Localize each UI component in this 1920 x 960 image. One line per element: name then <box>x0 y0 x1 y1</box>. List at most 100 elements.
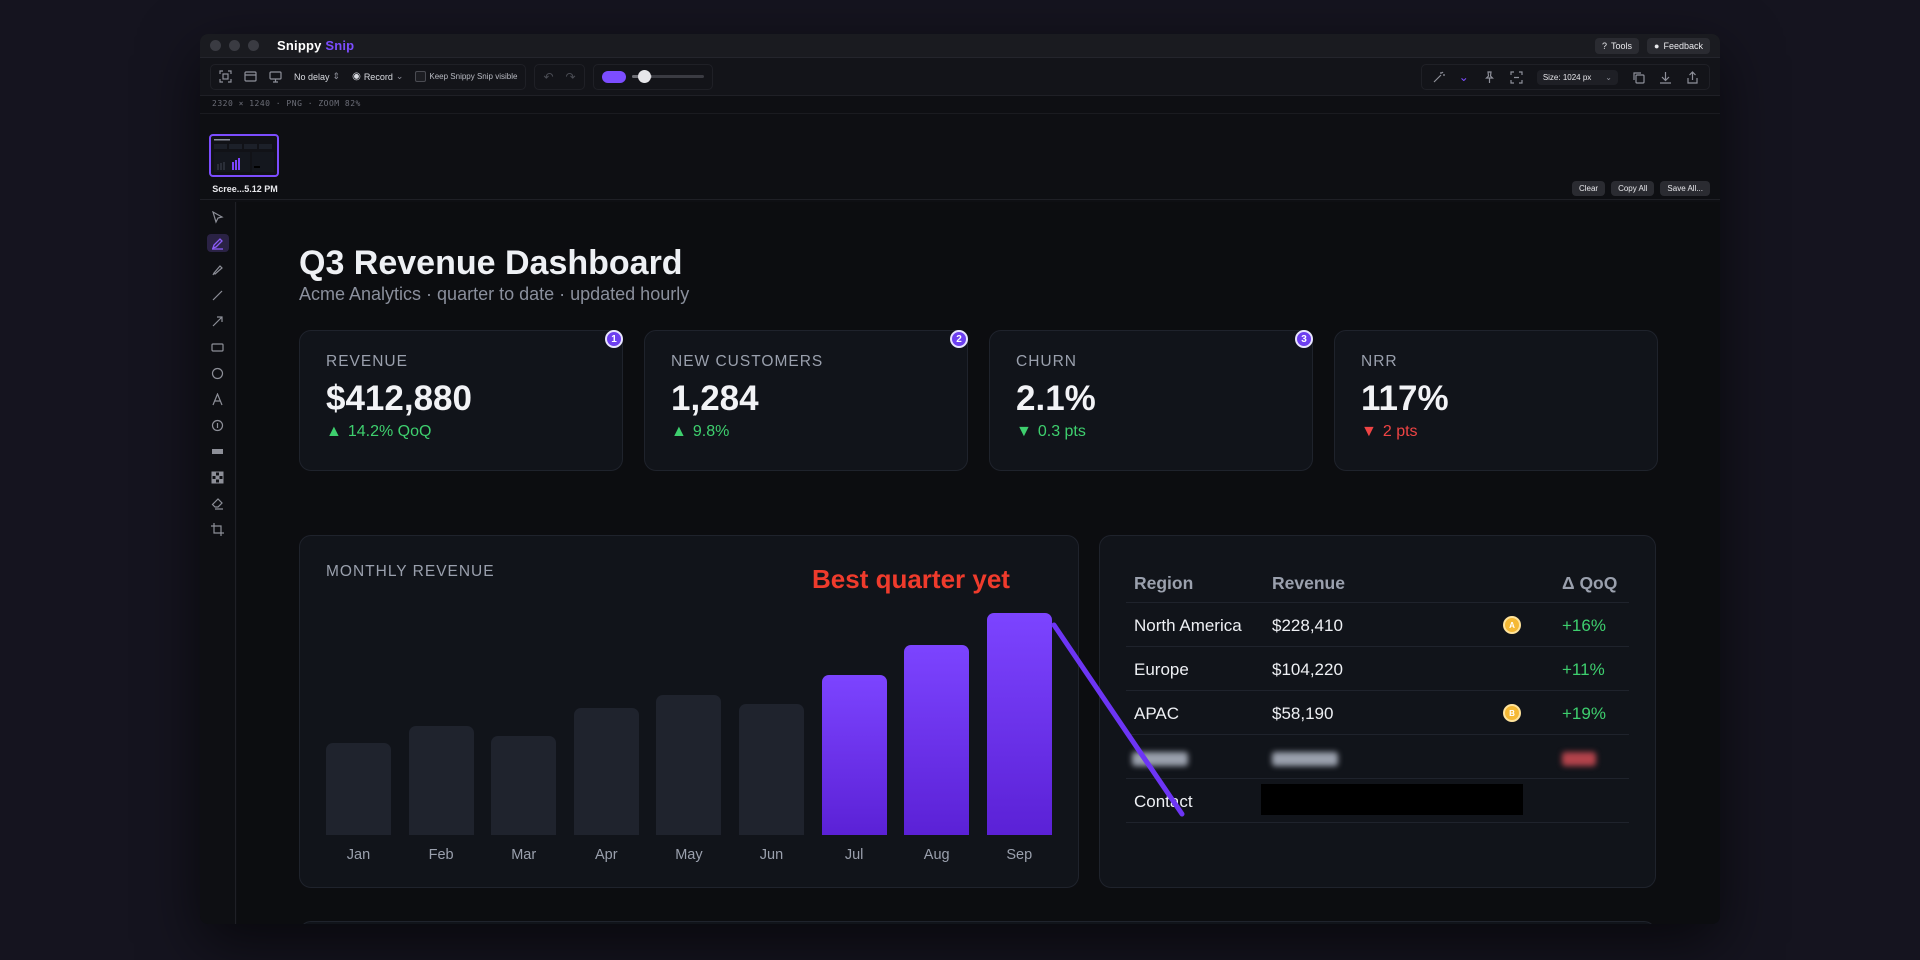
pixelated-delta <box>1562 752 1596 766</box>
crop-tool-icon[interactable] <box>207 520 229 538</box>
chevron-down-icon[interactable]: ⌄ <box>1458 70 1469 84</box>
table-cell-delta: +16% <box>1562 616 1606 635</box>
minimize-window-button[interactable] <box>229 40 240 51</box>
clear-button[interactable]: Clear <box>1571 181 1606 196</box>
row-divider <box>1126 734 1629 735</box>
marker-badge[interactable]: B <box>1503 704 1521 722</box>
text-tool-icon[interactable] <box>207 390 229 408</box>
chart-bar-apr <box>573 708 639 835</box>
pixelate-tool-icon[interactable] <box>207 468 229 486</box>
close-window-button[interactable] <box>210 40 221 51</box>
help-icon: ? <box>1602 41 1608 51</box>
undo-icon[interactable]: ↶ <box>543 69 554 84</box>
ellipse-tool-icon[interactable] <box>207 364 229 382</box>
chart-title: MONTHLY REVENUE <box>326 563 495 580</box>
capture-toolbar: No delay ⇕ ◉ Record ⌄ Keep Snippy Snip v… <box>200 58 1720 96</box>
x-tick-label: Jan <box>346 847 371 863</box>
redact-tool-icon[interactable] <box>207 442 229 460</box>
updown-chevron-icon: ⇕ <box>332 71 341 81</box>
monthly-revenue-chart: MONTHLY REVENUE Best quarter yet Jan Feb M… <box>299 535 1079 888</box>
step-counter-badge[interactable]: 1 <box>605 330 623 348</box>
kpi-label: NEW CUSTOMERS <box>671 353 824 370</box>
chart-bar-jun <box>739 704 804 835</box>
x-tick-label: May <box>675 847 703 863</box>
history-group: ↶ ↷ <box>534 63 585 90</box>
table-header-region: Region <box>1134 573 1194 593</box>
kpi-value: $412,880 <box>326 379 472 418</box>
marker-badge[interactable]: A <box>1503 616 1521 634</box>
eraser-tool-icon[interactable] <box>207 494 229 512</box>
app-title-accent: Snip <box>325 38 355 53</box>
magic-wand-icon[interactable] <box>1432 71 1445 84</box>
chart-bar-jul <box>821 675 887 835</box>
row-divider <box>1126 646 1629 647</box>
screenshot-canvas[interactable]: Q3 Revenue Dashboard Acme Analytics · qu… <box>237 202 1720 924</box>
kpi-value: 2.1% <box>1016 379 1096 418</box>
region-revenue-table: Region Revenue Δ QoQ North America $228,… <box>1099 535 1656 888</box>
page-title: Q3 Revenue Dashboard <box>299 244 683 282</box>
kpi-delta-text: 2 pts <box>1382 423 1418 440</box>
kpi-delta-text: 9.8% <box>692 423 730 440</box>
x-tick-label: Sep <box>1006 847 1033 863</box>
record-icon: ◉ <box>352 71 361 82</box>
kpi-card-nrr: NRR 117% ▼ 2 pts <box>1334 330 1658 471</box>
redaction-box[interactable] <box>1261 784 1523 815</box>
arrow-tool-icon[interactable] <box>207 312 229 330</box>
scan-frame-icon[interactable] <box>1510 70 1523 84</box>
redo-icon[interactable]: ↷ <box>565 69 576 84</box>
updown-chevron-icon: ⌄ <box>1605 72 1612 82</box>
counter-tool-icon[interactable] <box>207 416 229 434</box>
chart-bar-aug <box>904 645 970 835</box>
table-cell-revenue: $58,190 <box>1272 704 1334 723</box>
tools-button[interactable]: ? Tools <box>1595 38 1640 54</box>
x-tick-label: Feb <box>428 847 454 863</box>
feedback-label: Feedback <box>1663 41 1703 51</box>
save-all-button[interactable]: Save All... <box>1660 181 1710 196</box>
opacity-slider[interactable] <box>631 70 704 83</box>
opacity-slider-knob[interactable] <box>637 70 651 83</box>
x-tick-label: Jun <box>759 847 784 863</box>
triangle-down-icon: ▼ <box>1016 423 1032 440</box>
keep-visible-checkbox[interactable] <box>415 71 427 82</box>
zoom-window-button[interactable] <box>248 40 259 51</box>
size-select[interactable]: Size: 1024 px ⌄ <box>1536 69 1618 85</box>
chart-bar-may <box>656 695 722 835</box>
delay-select[interactable]: No delay ⇕ <box>294 71 340 82</box>
window-controls <box>210 40 259 51</box>
kpi-card-new-customers: NEW CUSTOMERS 1,284 ▲ 9.8% 2 <box>644 330 968 471</box>
rectangle-tool-icon[interactable] <box>207 338 229 356</box>
step-counter-badge[interactable]: 3 <box>1295 330 1313 348</box>
thumbnail-preview-image <box>214 139 274 172</box>
table-cell-revenue: $104,220 <box>1272 660 1343 679</box>
select-tool-icon[interactable] <box>207 208 229 226</box>
region-capture-icon[interactable] <box>219 70 232 83</box>
download-icon[interactable] <box>1659 71 1672 84</box>
annotation-toggle[interactable] <box>601 70 626 83</box>
feedback-button[interactable]: ● Feedback <box>1647 38 1710 54</box>
kpi-card-revenue: REVENUE $412,880 ▲ 14.2% QoQ 1 <box>299 330 623 471</box>
keep-visible-toggle[interactable]: Keep Snippy Snip visible <box>415 71 517 82</box>
copy-icon[interactable] <box>1632 71 1645 84</box>
screen-capture-icon[interactable] <box>269 70 282 83</box>
pen-tool-icon[interactable] <box>206 234 229 252</box>
line-tool-icon[interactable] <box>207 286 229 304</box>
x-tick-label: Mar <box>511 847 537 863</box>
pixelated-region-name <box>1132 752 1188 766</box>
keep-visible-label: Keep Snippy Snip visible <box>429 72 518 81</box>
thumbnail-strip: Scree...5.12 PM Clear Copy All Save All.… <box>200 114 1720 200</box>
step-counter-badge[interactable]: 2 <box>950 330 968 348</box>
record-label: Record <box>363 71 393 82</box>
table-cell-region: Europe <box>1134 660 1189 679</box>
marker-tool-icon[interactable] <box>207 260 229 278</box>
record-button[interactable]: ◉ Record ⌄ <box>352 71 403 82</box>
pin-icon[interactable] <box>1483 70 1496 84</box>
annotation-callout-text[interactable]: Best quarter yet <box>812 564 1010 594</box>
window-capture-icon[interactable] <box>244 70 257 83</box>
page-subtitle: Acme Analytics · quarter to date · updat… <box>299 284 690 304</box>
kpi-delta: ▲ 14.2% QoQ <box>326 423 596 441</box>
copy-all-button[interactable]: Copy All <box>1611 181 1655 196</box>
share-icon[interactable] <box>1686 70 1699 84</box>
table-header-delta: Δ QoQ <box>1562 573 1618 593</box>
screenshot-thumbnail[interactable] <box>209 134 279 177</box>
triangle-up-icon: ▲ <box>671 423 687 440</box>
